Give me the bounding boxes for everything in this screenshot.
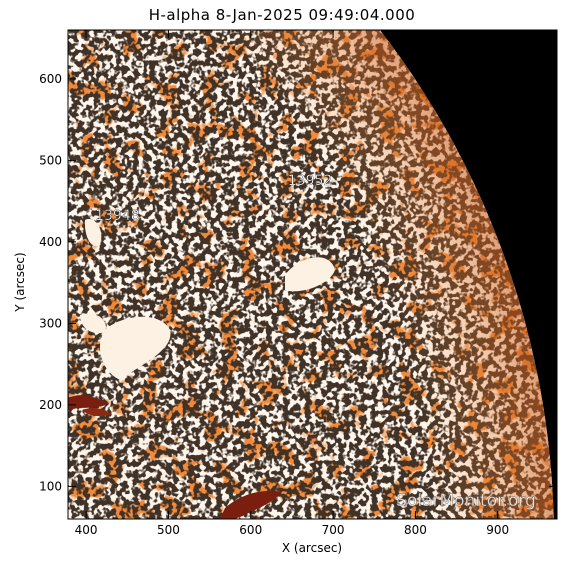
axis-ticks: 400 500 600 700 800 900 100 200 300 400 500 600 bbox=[39, 30, 557, 537]
active-region-label-13952: 13952 bbox=[288, 173, 333, 189]
dark-filament bbox=[82, 408, 112, 417]
active-region-labels: 13948 13952 bbox=[95, 173, 332, 224]
active-region-label-13948: 13948 bbox=[95, 208, 140, 224]
plot-frame bbox=[67, 29, 558, 520]
x-tick-label: 500 bbox=[157, 523, 180, 537]
x-tick-label: 800 bbox=[404, 523, 427, 537]
x-tick-label: 900 bbox=[486, 523, 509, 537]
solar-image bbox=[68, 30, 557, 519]
y-axis-label: Y (arcsec) bbox=[13, 252, 27, 312]
plage-patch bbox=[84, 219, 102, 247]
x-tick-label: 700 bbox=[322, 523, 345, 537]
plage-patch bbox=[285, 257, 335, 292]
y-tick-label: 100 bbox=[39, 479, 62, 493]
watermark: SolarMonitor.org bbox=[396, 491, 536, 511]
x-axis-label: X (arcsec) bbox=[282, 541, 342, 555]
x-tick-label: 600 bbox=[239, 523, 262, 537]
y-tick-label: 200 bbox=[39, 398, 62, 412]
y-tick-label: 600 bbox=[39, 72, 62, 86]
image-title: H-alpha 8-Jan-2025 09:49:04.000 bbox=[148, 6, 416, 24]
plage-patch bbox=[100, 316, 171, 380]
dark-filament bbox=[220, 490, 282, 519]
plage-patch bbox=[80, 313, 106, 334]
y-tick-label: 400 bbox=[39, 235, 62, 249]
y-tick-label: 500 bbox=[39, 153, 62, 167]
y-tick-label: 300 bbox=[39, 316, 62, 330]
x-tick-label: 400 bbox=[75, 523, 98, 537]
dark-filament bbox=[68, 395, 108, 410]
